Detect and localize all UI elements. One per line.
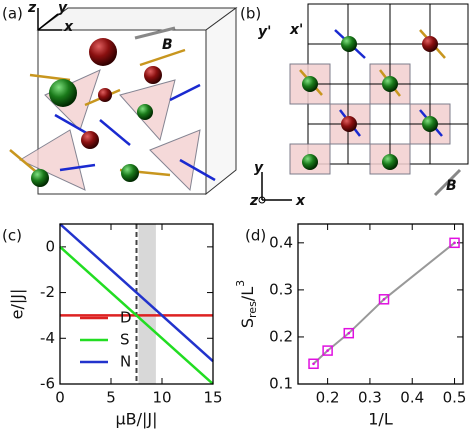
marker — [322, 345, 333, 356]
axis-label: y — [254, 160, 264, 176]
y-tick-label: 0 — [45, 237, 55, 255]
x-axis-label: μB/|J| — [115, 410, 157, 429]
axis-label: x — [63, 19, 74, 35]
marker-dot — [347, 331, 351, 335]
x-tick-label: 0 — [55, 389, 65, 407]
label-part: res — [246, 301, 259, 318]
y-axis-label: e/|J| — [8, 289, 27, 320]
x-tick-label: 5 — [106, 389, 116, 407]
marker — [449, 237, 460, 249]
axis-label: x' — [289, 22, 303, 38]
field-label: B — [446, 178, 457, 194]
marker — [378, 294, 390, 305]
y-tick-label: 0.1 — [269, 375, 293, 393]
panel-b-illustration — [258, 3, 469, 204]
legend-label: S — [120, 331, 130, 349]
panel-label: (b) — [240, 5, 261, 23]
x-tick-label: 10 — [152, 389, 171, 407]
axis-label: y' — [258, 24, 271, 40]
axis-label: x — [295, 193, 306, 209]
plot-frame — [297, 223, 464, 385]
marker-dot — [453, 241, 456, 245]
axis-label: z — [249, 193, 259, 209]
legend-label: N — [120, 353, 131, 371]
marker-dot — [382, 297, 386, 301]
panel-label: (c) — [2, 227, 22, 245]
marker-dot — [312, 362, 315, 366]
y-tick-label: 0.2 — [269, 327, 293, 345]
x-axis-label: 1/L — [368, 410, 393, 429]
marker — [343, 327, 355, 339]
y-tick-label: -6 — [40, 375, 55, 393]
label-part: 3 — [234, 280, 247, 287]
plot-frame — [59, 223, 214, 385]
x-tick-label: 15 — [203, 389, 222, 407]
line — [59, 223, 214, 363]
panel-a-illustration — [9, 7, 238, 196]
axis-label: y — [58, 0, 68, 16]
line — [59, 245, 214, 385]
x-tick-label: 0.2 — [316, 389, 340, 407]
label-part: S — [238, 318, 257, 328]
x-tick-label: 0.5 — [443, 389, 467, 407]
marker — [308, 358, 319, 370]
y-tick-label: -2 — [40, 283, 55, 301]
y-tick-label: 0.3 — [269, 280, 293, 298]
y-tick-label: 0.4 — [269, 233, 293, 251]
label-part: /L — [238, 287, 257, 301]
axis-label: z — [27, 0, 37, 16]
y-axis-label: Sres/L3 — [234, 280, 259, 328]
y-tick-label: -4 — [40, 329, 55, 347]
shaded-band — [138, 224, 156, 384]
marker-dot — [326, 349, 329, 352]
panel-label: (a) — [2, 5, 23, 23]
legend-label: D — [120, 309, 132, 327]
x-tick-label: 0.4 — [400, 389, 424, 407]
x-tick-label: 0.3 — [358, 389, 382, 407]
field-label: B — [162, 37, 173, 53]
panel-label: (d) — [245, 227, 266, 245]
